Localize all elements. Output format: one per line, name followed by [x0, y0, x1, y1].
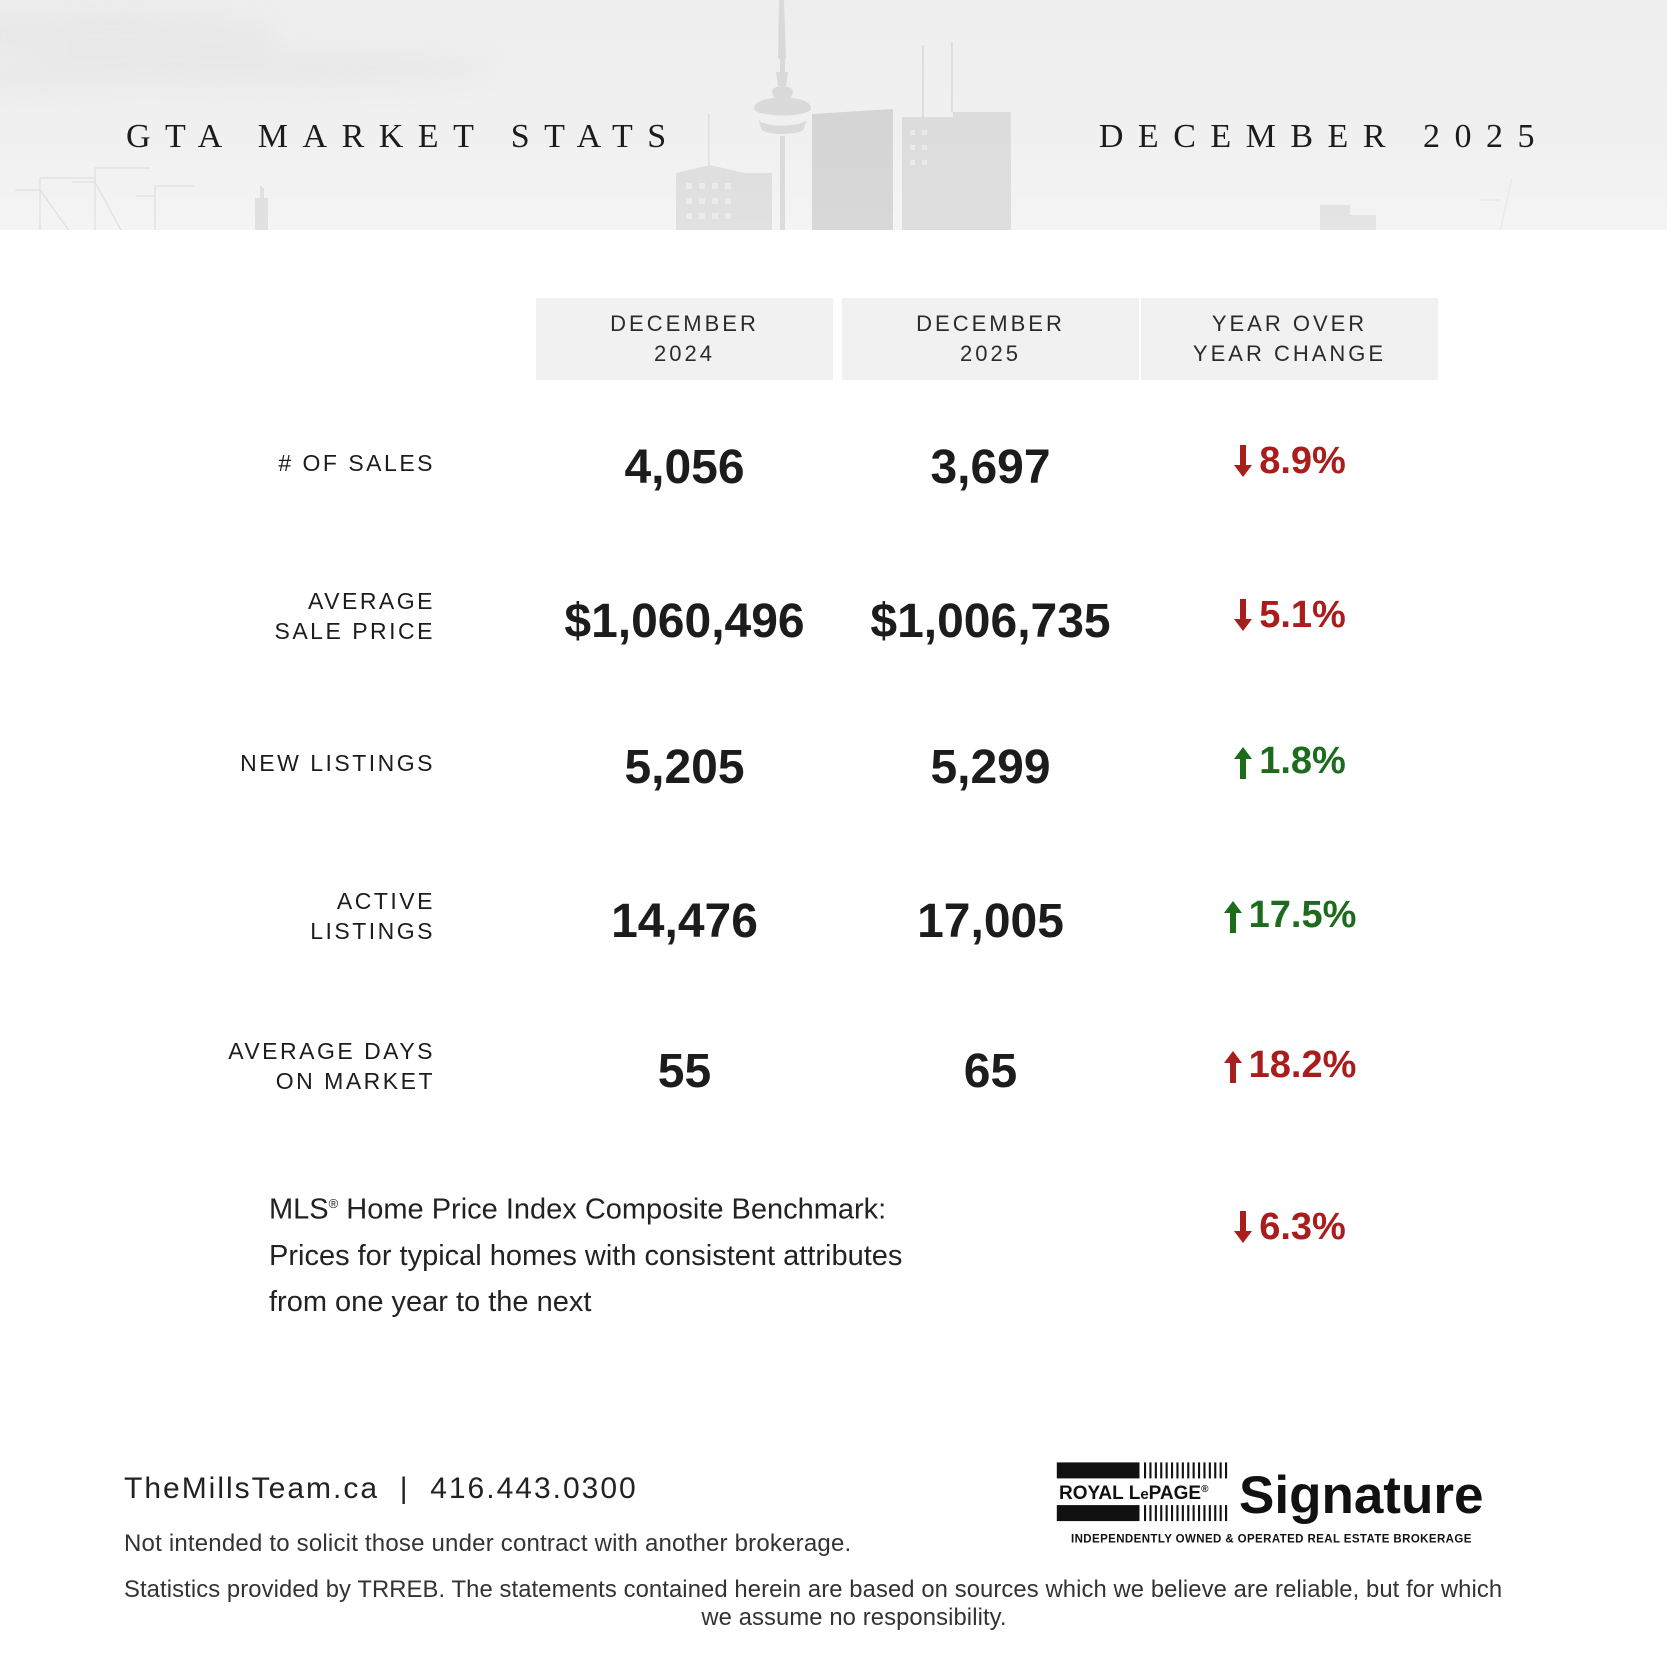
svg-text:Signature: Signature	[1239, 1466, 1483, 1525]
svg-text:ROYAL LePAGE®: ROYAL LePAGE®	[1059, 1483, 1209, 1504]
svg-text:INDEPENDENTLY OWNED & OPERATED: INDEPENDENTLY OWNED & OPERATED REAL ESTA…	[1071, 1534, 1472, 1546]
